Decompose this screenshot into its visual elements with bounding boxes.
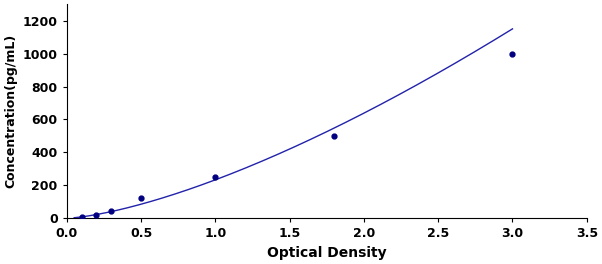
X-axis label: Optical Density: Optical Density: [267, 246, 386, 260]
Y-axis label: Concentration(pg/mL): Concentration(pg/mL): [4, 34, 17, 188]
